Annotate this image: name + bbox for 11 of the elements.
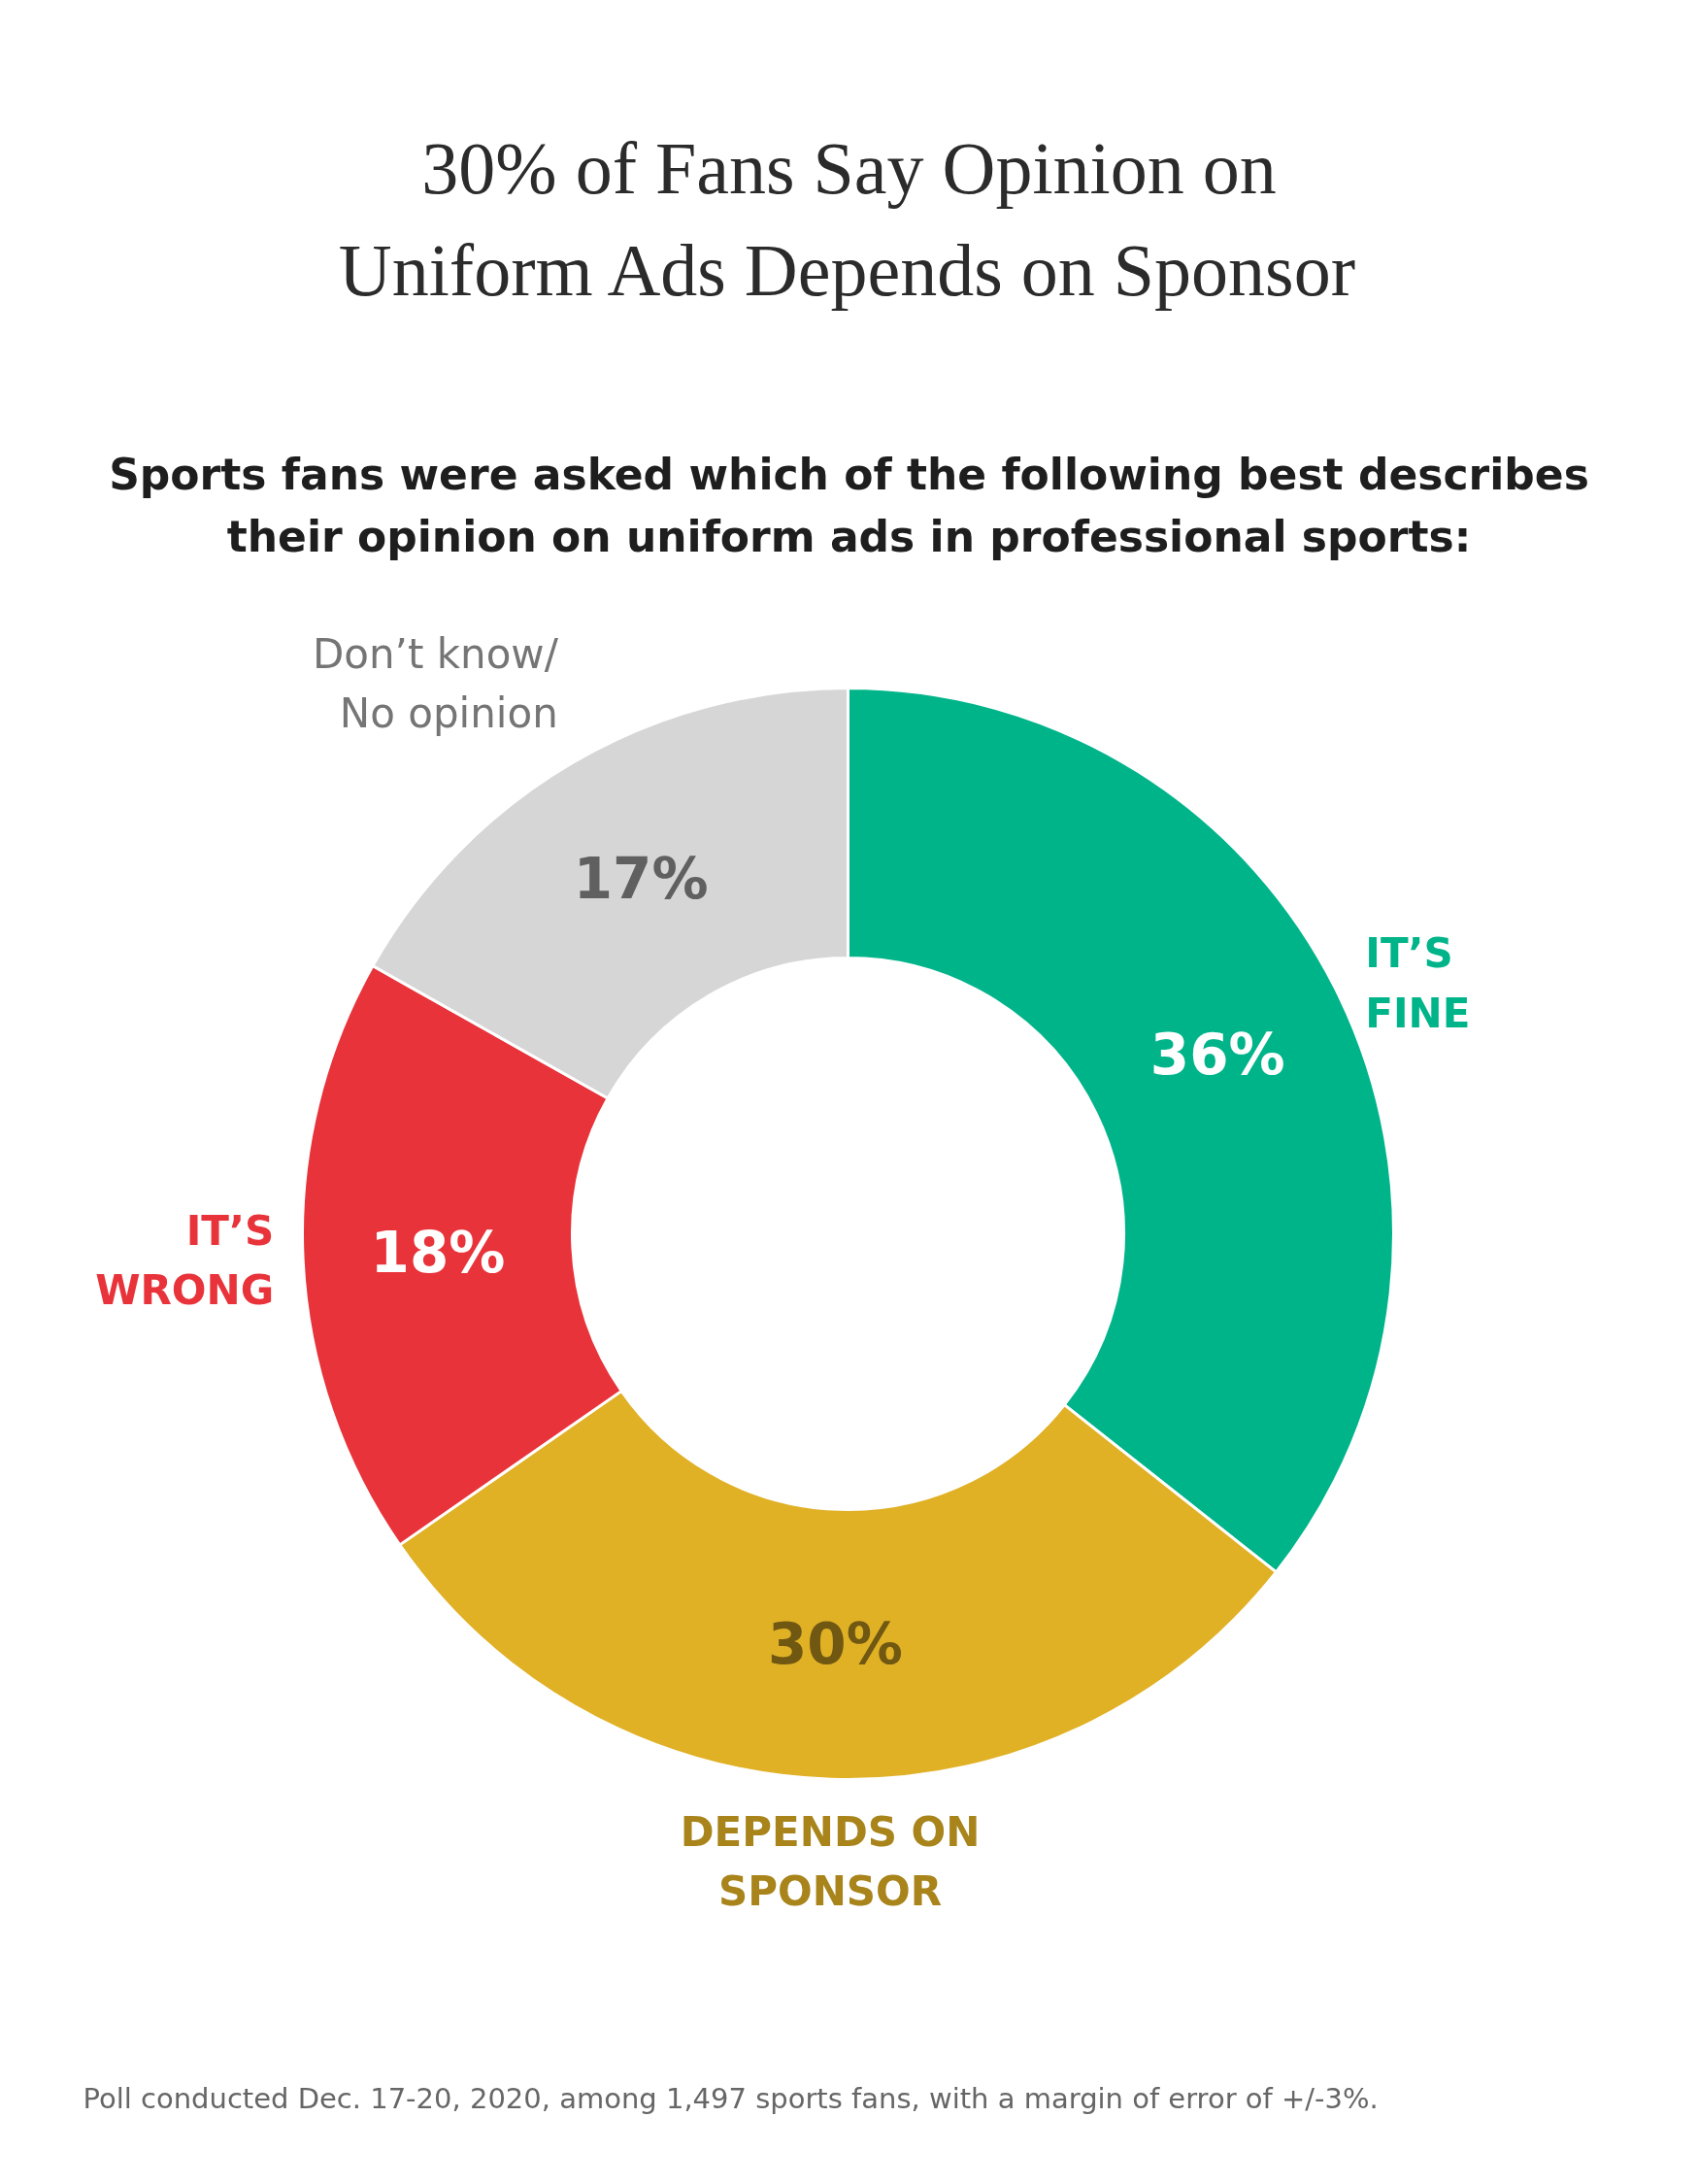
data-label: 30%: [767, 1611, 903, 1678]
data-label: 36%: [1149, 1022, 1285, 1089]
slice-label: IT’S FINE: [1365, 929, 1471, 1037]
text: Poll conducted Dec. 17-20, 2020, among 1,497 sports fans, with a margin of error of +/-3%.: [83, 2081, 1379, 2115]
slice-label: Don’t know/ No opinion: [312, 630, 559, 738]
chart-subtitle: Sports fans were asked which of the following best describes their opinion on uniform ads in professional sports:: [109, 450, 1589, 561]
data-label: 18%: [370, 1220, 506, 1287]
slice-label: IT’S WRONG: [95, 1206, 275, 1315]
slice-label: DEPENDS ON SPONSOR: [680, 1808, 981, 1916]
chart-title: 30% of Fans Say Opinion on Uniform Ads Depends on Sponsor: [338, 127, 1355, 311]
data-label: 17%: [573, 846, 709, 913]
